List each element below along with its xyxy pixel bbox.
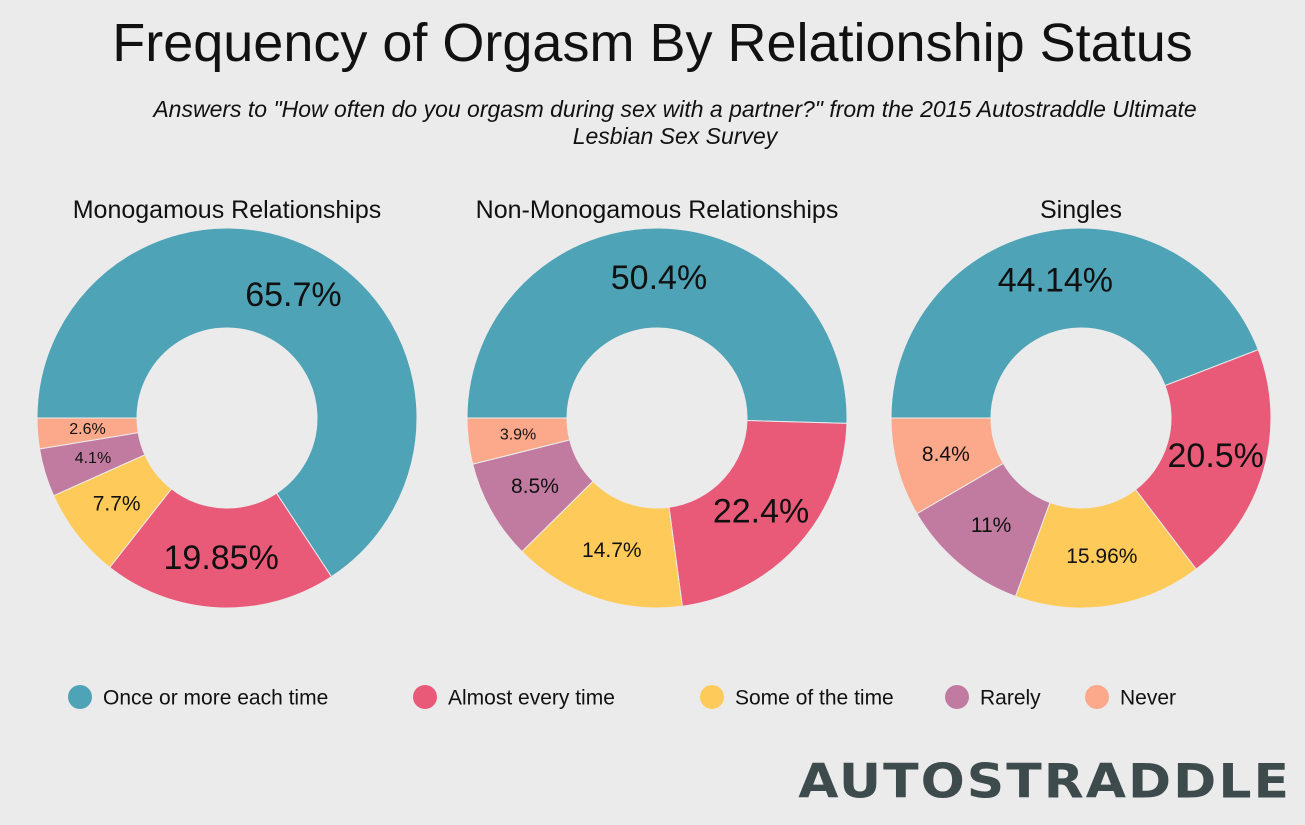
slice-label: 2.6% [69,421,105,438]
donut-slice[interactable] [890,417,1004,515]
legend-marker [945,685,969,709]
donut-slice[interactable] [521,480,683,609]
legend-item[interactable]: Never [1085,685,1176,710]
legend-label: Almost every time [448,687,615,710]
legend-label: Some of the time [735,687,894,710]
donut-slice[interactable] [108,488,333,609]
legend-item[interactable]: Rarely [945,685,1041,710]
legend-label: Never [1120,687,1176,710]
donut-2: Singles 44.14% 20.5% 15.96% 11% 8.4% [890,196,1272,609]
donut-slice[interactable] [466,227,848,424]
legend-label: Once or more each time [103,687,328,710]
slice-label: 3.9% [500,427,536,444]
slice-label: 50.4% [611,259,707,297]
slice-label: 44.14% [998,261,1113,299]
donut-1: Non-Monogamous Relationships 50.4% 22.4% 14… [466,196,848,609]
donut-slice[interactable] [1014,488,1197,609]
donut-slice[interactable] [466,417,571,465]
donut-title: Monogamous Relationships [73,196,382,224]
donut-title: Singles [1040,196,1122,224]
slice-label: 8.4% [922,443,970,466]
donut-slice[interactable] [36,417,139,450]
slice-label: 15.96% [1066,545,1137,568]
slice-label: 22.4% [713,493,809,531]
donut-slice[interactable] [36,227,418,578]
chart-subtitle: Answers to "How often do you orgasm duri… [153,96,1197,149]
legend-marker [413,685,437,709]
legend-item[interactable]: Almost every time [413,685,615,710]
slice-label: 65.7% [245,276,341,314]
donut-slice[interactable] [668,420,848,607]
slice-label: 7.7% [93,493,141,516]
slice-label: 8.5% [511,475,559,498]
slice-label: 19.85% [164,539,279,577]
legend-marker [68,685,92,709]
slice-label: 14.7% [582,539,642,562]
legend-item[interactable]: Some of the time [700,685,894,710]
slice-label: 11% [971,514,1011,537]
donut-title: Non-Monogamous Relationships [476,196,839,224]
legend-marker [700,685,724,709]
autostraddle-logo: AUTOSTRADDLE [798,755,1291,809]
slice-label: 4.1% [75,450,111,467]
donut-slice[interactable] [1134,348,1272,570]
legend-item[interactable]: Once or more each time [68,685,328,710]
chart-title: Frequency of Orgasm By Relationship Stat… [112,13,1193,73]
donut-0: Monogamous Relationships 65.7% 19.85% 7.7% 4… [36,196,418,609]
legend-label: Rarely [980,687,1041,710]
donut-slice[interactable] [890,227,1259,419]
slice-label: 20.5% [1168,437,1264,475]
legend-marker [1085,685,1109,709]
